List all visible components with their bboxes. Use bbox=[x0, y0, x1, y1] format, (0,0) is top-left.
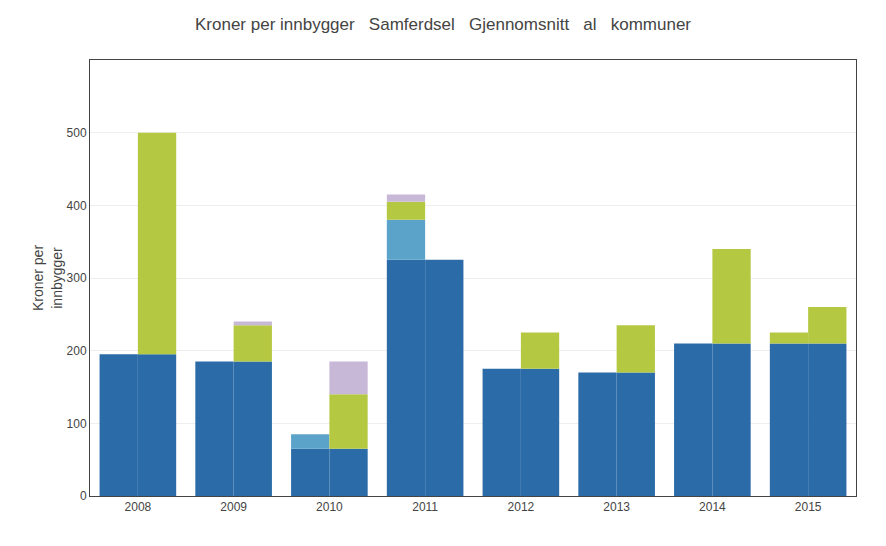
svg-text:2009: 2009 bbox=[220, 500, 247, 514]
svg-text:2014: 2014 bbox=[699, 500, 726, 514]
svg-text:400: 400 bbox=[67, 199, 87, 213]
svg-text:Kroner per innbygger Samferd: Kroner per innbygger Samferdsel Gjennoms… bbox=[195, 15, 691, 34]
svg-text:200: 200 bbox=[67, 344, 87, 358]
svg-text:2012: 2012 bbox=[508, 500, 535, 514]
svg-text:500: 500 bbox=[67, 126, 87, 140]
svg-text:Kroner perinnbygger: Kroner perinnbygger bbox=[30, 245, 64, 311]
svg-text:100: 100 bbox=[67, 417, 87, 431]
svg-text:0: 0 bbox=[80, 489, 87, 503]
svg-text:300: 300 bbox=[67, 271, 87, 285]
svg-text:2010: 2010 bbox=[316, 500, 343, 514]
svg-text:2015: 2015 bbox=[795, 500, 822, 514]
svg-text:2008: 2008 bbox=[125, 500, 152, 514]
svg-text:2011: 2011 bbox=[412, 500, 438, 514]
svg-text:2013: 2013 bbox=[603, 500, 630, 514]
